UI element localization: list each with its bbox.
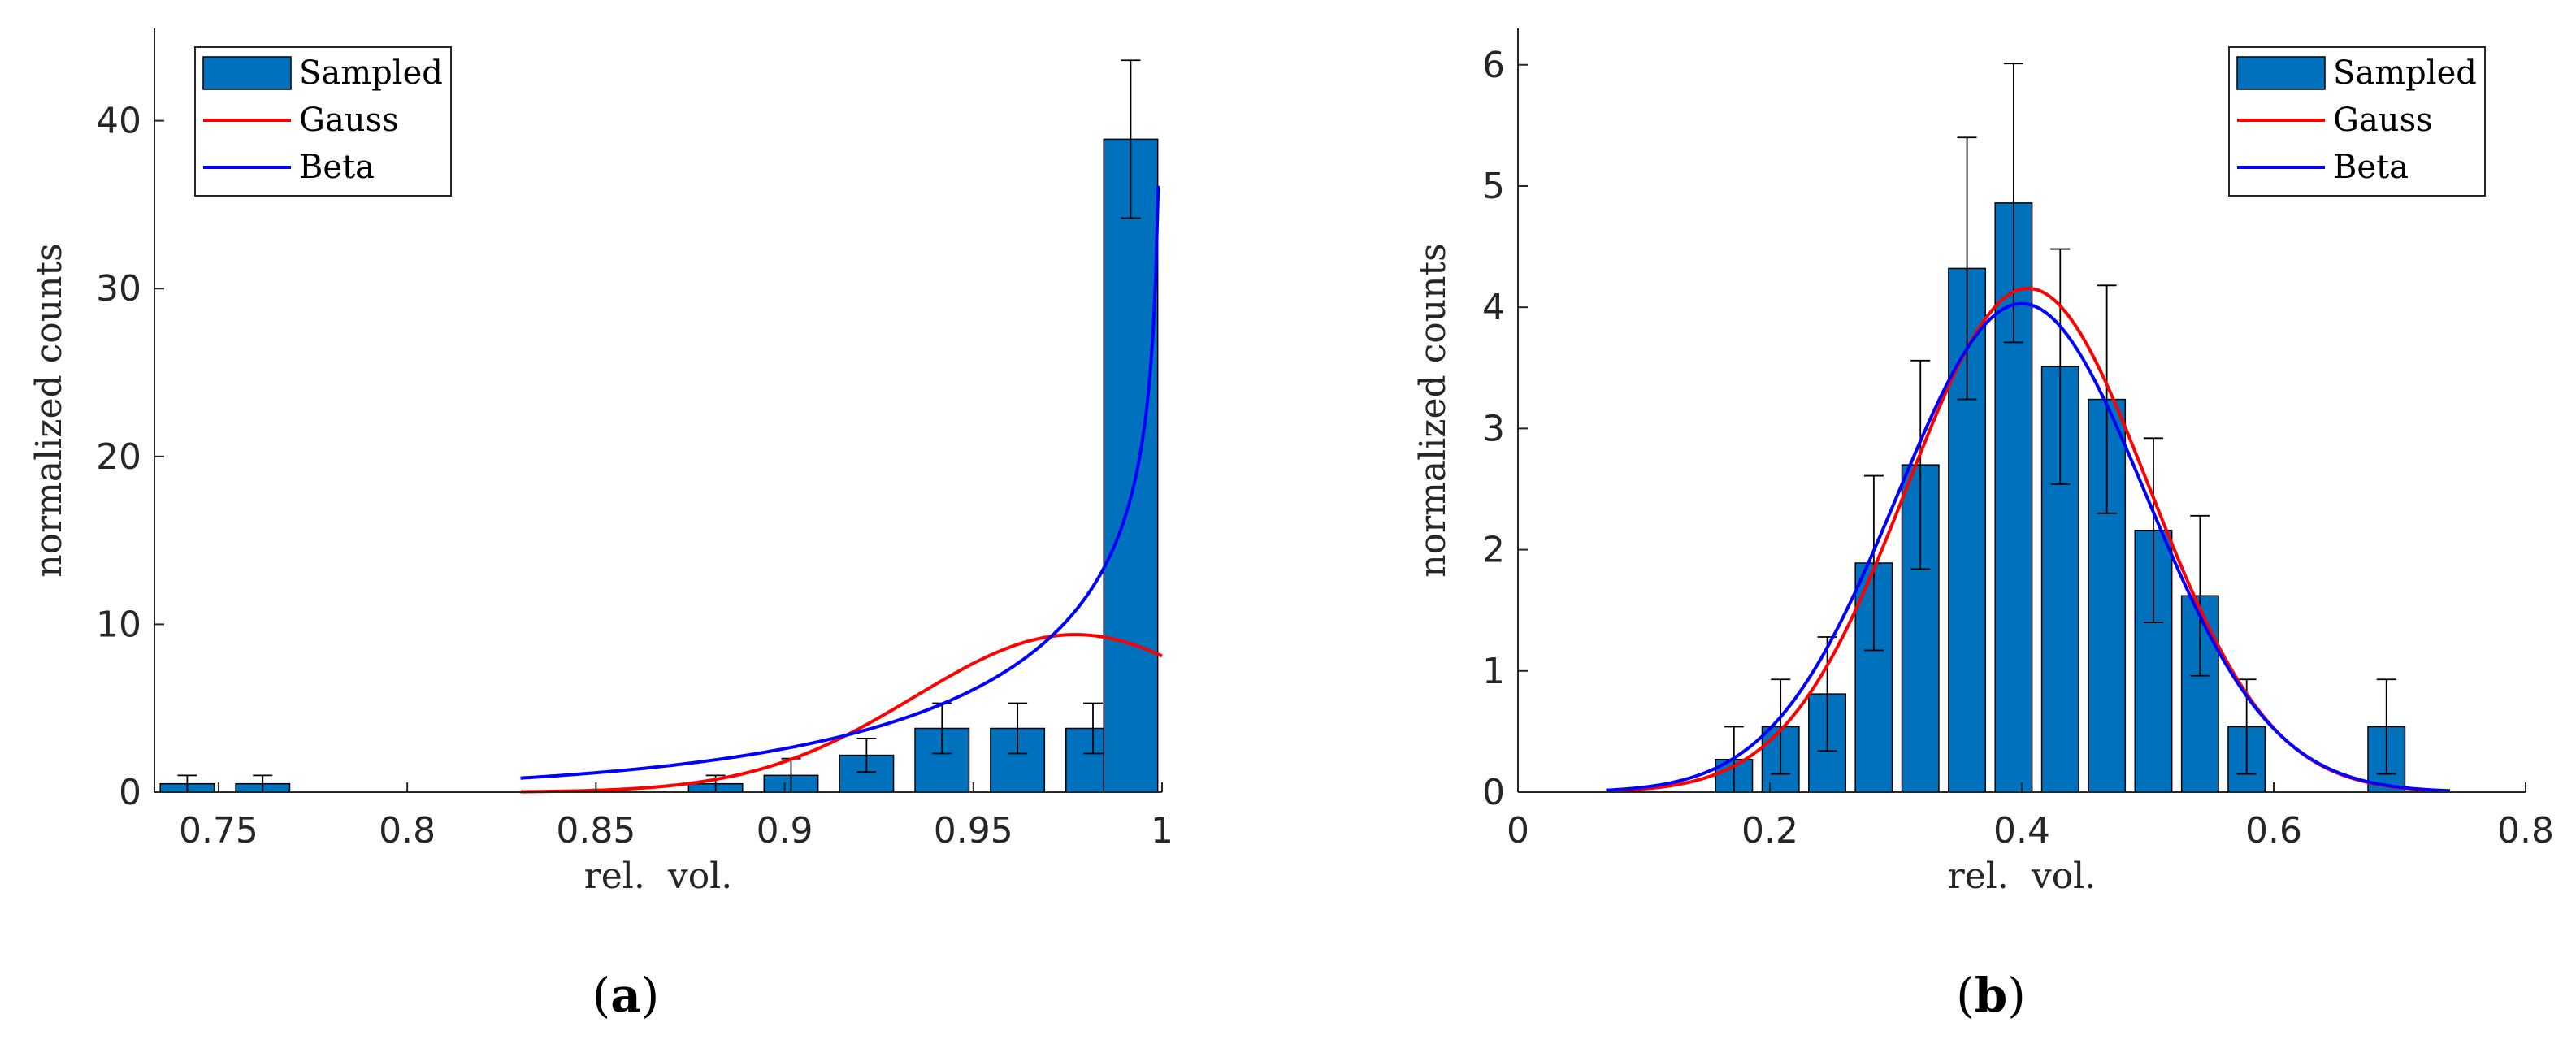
y-axis-label: normalized counts: [28, 243, 70, 577]
y-tick-label: 0: [119, 772, 141, 813]
legend-label-beta: Beta: [299, 149, 375, 186]
x-tick-label: 1: [1151, 810, 1173, 851]
legend-label-beta: Beta: [2333, 149, 2409, 186]
caption-close-paren: ): [2007, 968, 2026, 1023]
x-tick-label: 0.95: [934, 810, 1013, 851]
y-tick-label: 1: [1482, 651, 1505, 692]
y-tick-label: 4: [1482, 287, 1505, 328]
y-tick-label: 40: [96, 101, 141, 142]
figure-caption: (a): [592, 968, 660, 1023]
caption-letter: a: [610, 968, 641, 1023]
y-tick-label: 5: [1482, 166, 1505, 207]
y-tick-label: 2: [1482, 530, 1505, 571]
x-tick-label: 0.8: [379, 810, 436, 851]
x-axis-label: rel. vol.: [1948, 856, 2097, 897]
figure-caption: (b): [1956, 968, 2026, 1023]
x-axis-label: rel. vol.: [584, 856, 733, 897]
y-axis-label: normalized counts: [1412, 243, 1454, 577]
x-tick-label: 0.6: [2245, 810, 2302, 851]
histogram-bar: [839, 754, 895, 793]
x-tick-label: 0.2: [1741, 810, 1798, 851]
caption-letter: b: [1975, 968, 2008, 1023]
legend: Sampled Gauss Beta: [194, 46, 452, 197]
histogram-bar: [1103, 138, 1159, 793]
legend-label-gauss: Gauss: [2333, 102, 2433, 139]
caption-close-paren: ): [641, 968, 660, 1023]
legend: Sampled Gauss Beta: [2228, 46, 2486, 197]
caption-open-paren: (: [592, 968, 611, 1023]
caption-open-paren: (: [1956, 968, 1975, 1023]
legend-swatch-sampled: [2236, 56, 2326, 90]
plot-b: 0 0.2 0.4 0.6 0.8 0 1 2 3 4 5 6 rel. vol. normalized …: [1412, 28, 2554, 1023]
y-tick-label: 30: [96, 268, 141, 310]
x-tick-label: 0.4: [1993, 810, 2050, 851]
y-tick-label: 6: [1482, 45, 1505, 86]
x-tick-label: 0.75: [179, 810, 258, 851]
beta-fit-line: [520, 185, 1160, 780]
y-tick-label: 3: [1482, 408, 1505, 449]
legend-label-sampled: Sampled: [2333, 54, 2477, 92]
y-tick-label: 20: [96, 436, 141, 478]
legend-label-gauss: Gauss: [299, 102, 399, 139]
y-tick-label: 10: [96, 604, 141, 645]
beta-fit-line: [1606, 301, 2451, 793]
legend-label-sampled: Sampled: [299, 54, 443, 92]
x-tick-label: 0.9: [757, 810, 813, 851]
y-tick-label: 0: [1482, 772, 1505, 813]
x-tick-label: 0.8: [2497, 810, 2554, 851]
x-tick-label: 0.85: [556, 810, 635, 851]
x-tick-label: 0: [1507, 810, 1529, 851]
legend-swatch-sampled: [202, 56, 292, 90]
